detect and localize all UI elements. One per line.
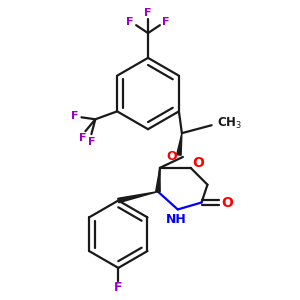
Polygon shape: [177, 133, 182, 155]
Text: O: O: [221, 196, 233, 209]
Text: F: F: [114, 281, 122, 294]
Text: F: F: [162, 17, 169, 27]
Text: CH$_3$: CH$_3$: [217, 116, 242, 131]
Text: F: F: [71, 111, 78, 121]
Text: O: O: [167, 150, 177, 164]
Text: F: F: [144, 8, 152, 18]
Text: F: F: [126, 17, 134, 27]
Text: F: F: [79, 133, 86, 143]
Text: O: O: [193, 156, 205, 170]
Text: NH: NH: [165, 213, 186, 226]
Text: F: F: [88, 137, 95, 147]
Polygon shape: [156, 168, 160, 192]
Polygon shape: [118, 192, 158, 203]
